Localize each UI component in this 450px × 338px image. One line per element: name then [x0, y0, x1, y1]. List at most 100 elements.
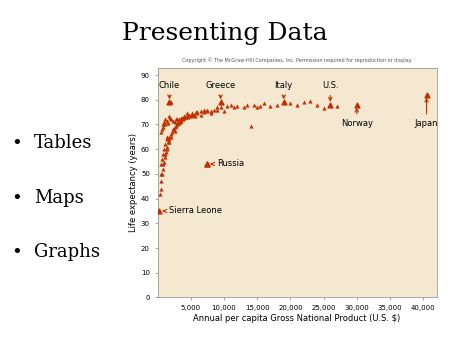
- Text: Italy: Italy: [274, 81, 293, 98]
- Point: [158, 161, 165, 167]
- Point: [240, 104, 248, 110]
- Text: Japan: Japan: [415, 99, 438, 128]
- Text: Copyright © The McGraw-Hill Companies, Inc. Permission required for reproduction: Copyright © The McGraw-Hill Companies, I…: [182, 57, 412, 63]
- Point: [171, 119, 178, 125]
- Point: [159, 166, 166, 172]
- Point: [243, 102, 251, 107]
- Point: [320, 106, 327, 111]
- Point: [176, 119, 184, 125]
- Point: [227, 102, 234, 107]
- Point: [177, 116, 184, 121]
- Point: [165, 113, 172, 119]
- Point: [234, 103, 241, 108]
- Point: [159, 124, 166, 129]
- Point: [197, 108, 204, 114]
- Point: [166, 116, 174, 121]
- Text: •: •: [11, 243, 22, 261]
- Point: [178, 118, 185, 123]
- Point: [171, 127, 178, 132]
- Point: [164, 144, 171, 149]
- Point: [204, 108, 211, 114]
- Point: [176, 117, 183, 122]
- Point: [168, 134, 175, 140]
- Point: [160, 122, 167, 127]
- Point: [230, 104, 238, 110]
- Point: [167, 131, 175, 137]
- Point: [165, 137, 172, 142]
- Point: [183, 113, 190, 119]
- Point: [253, 104, 261, 110]
- Point: [172, 123, 180, 128]
- Point: [166, 134, 173, 140]
- Text: Maps: Maps: [34, 189, 84, 207]
- Point: [327, 102, 334, 107]
- Point: [194, 111, 201, 116]
- Point: [182, 114, 189, 120]
- Point: [162, 142, 169, 147]
- Point: [333, 103, 341, 108]
- Point: [157, 191, 164, 196]
- Point: [157, 186, 164, 191]
- Point: [167, 117, 175, 122]
- Text: Sierra Leone: Sierra Leone: [163, 207, 222, 215]
- Point: [179, 116, 186, 121]
- Text: Greece: Greece: [206, 81, 236, 98]
- Point: [210, 107, 217, 112]
- Point: [162, 149, 170, 154]
- Point: [197, 112, 204, 117]
- Point: [187, 113, 194, 119]
- Point: [172, 128, 179, 133]
- Point: [217, 99, 224, 105]
- Point: [174, 117, 181, 122]
- Point: [166, 139, 173, 144]
- Point: [220, 108, 228, 114]
- Point: [158, 178, 165, 184]
- Text: •: •: [11, 189, 22, 207]
- Text: Chile: Chile: [159, 81, 180, 98]
- Point: [164, 137, 171, 142]
- Point: [161, 146, 168, 152]
- Text: •: •: [11, 135, 22, 152]
- Point: [175, 121, 182, 126]
- Point: [161, 154, 168, 159]
- Point: [162, 151, 169, 157]
- Point: [274, 102, 281, 107]
- Point: [156, 208, 163, 214]
- Text: U.S.: U.S.: [322, 81, 338, 101]
- Point: [161, 159, 168, 164]
- Point: [190, 112, 197, 117]
- Point: [247, 123, 254, 128]
- Point: [168, 129, 176, 135]
- Point: [189, 111, 196, 116]
- Point: [200, 107, 207, 112]
- Point: [423, 92, 430, 97]
- Point: [267, 103, 274, 108]
- Point: [163, 118, 171, 123]
- Point: [158, 129, 165, 135]
- Point: [257, 103, 264, 108]
- Point: [173, 122, 180, 127]
- Point: [280, 99, 287, 105]
- Point: [158, 156, 166, 162]
- Point: [184, 114, 192, 120]
- Point: [181, 114, 189, 120]
- Point: [179, 117, 186, 122]
- Point: [170, 127, 177, 132]
- Point: [180, 116, 188, 121]
- Point: [167, 99, 175, 105]
- Text: Graphs: Graphs: [34, 243, 100, 261]
- Point: [214, 104, 221, 110]
- Point: [204, 161, 211, 167]
- Point: [158, 171, 166, 176]
- Text: Russia: Russia: [211, 160, 244, 168]
- Point: [174, 122, 181, 127]
- Point: [175, 119, 182, 125]
- Text: Presenting Data: Presenting Data: [122, 22, 328, 45]
- Point: [194, 110, 201, 115]
- Point: [157, 171, 164, 176]
- Point: [165, 139, 172, 144]
- Point: [260, 101, 267, 106]
- Point: [163, 146, 171, 152]
- Text: Tables: Tables: [34, 135, 93, 152]
- Point: [313, 102, 320, 107]
